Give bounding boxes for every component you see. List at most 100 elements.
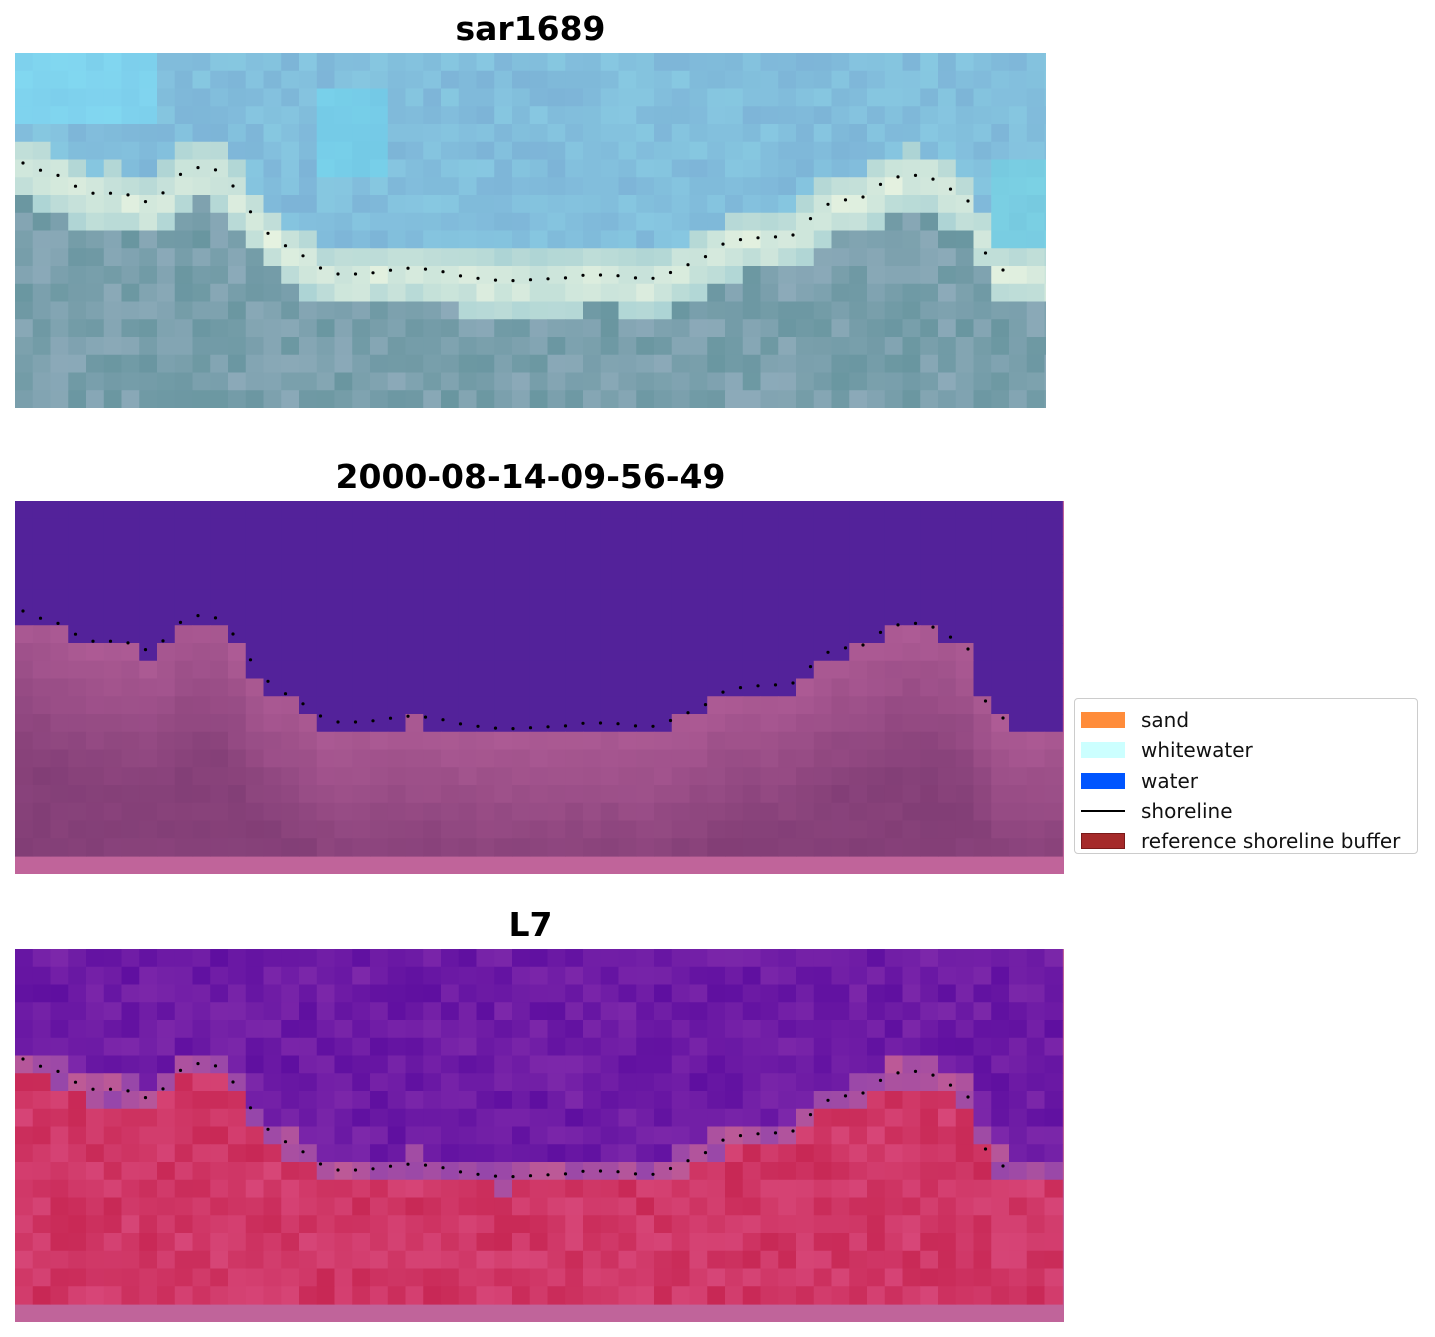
- pixel: [121, 319, 140, 338]
- class-pixel: [494, 572, 513, 591]
- class-pixel: [991, 767, 1010, 786]
- pixel: [938, 212, 957, 232]
- index-pixel: [813, 1286, 833, 1305]
- index-pixel: [387, 1073, 407, 1092]
- pixel: [405, 266, 424, 285]
- index-pixel: [192, 1002, 211, 1021]
- pixel: [973, 195, 992, 214]
- class-pixel: [476, 536, 495, 555]
- class-pixel: [139, 767, 158, 786]
- class-pixel: [689, 589, 708, 609]
- pixel: [370, 230, 389, 249]
- pixel: [991, 372, 1010, 391]
- index-pixel: [689, 1162, 708, 1181]
- pixel: [299, 337, 318, 356]
- class-pixel: [387, 536, 407, 555]
- class-pixel: [68, 678, 87, 697]
- class-pixel: [281, 767, 300, 786]
- pixel: [867, 212, 886, 232]
- index-pixel: [441, 1002, 460, 1021]
- index-pixel: [725, 1197, 744, 1216]
- index-pixel: [884, 1091, 904, 1110]
- index-pixel: [600, 1002, 620, 1021]
- index-pixel: [547, 1197, 566, 1216]
- pixel: [299, 248, 318, 267]
- pixel: [210, 354, 229, 374]
- pixel: [157, 141, 176, 161]
- index-pixel: [831, 1268, 850, 1287]
- index-pixel: [352, 1037, 371, 1057]
- shoreline-point: [563, 276, 568, 280]
- class-pixel: [245, 767, 265, 786]
- pixel: [512, 212, 531, 232]
- class-pixel: [281, 660, 300, 680]
- class-pixel: [423, 607, 442, 626]
- class-pixel: [157, 660, 176, 680]
- index-pixel: [831, 1002, 850, 1021]
- pixel: [636, 212, 655, 232]
- class-pixel: [157, 714, 176, 733]
- index-pixel: [742, 1002, 762, 1021]
- pixel: [103, 337, 123, 356]
- class-pixel: [636, 518, 655, 538]
- pixel: [228, 195, 247, 214]
- pixel: [547, 354, 566, 374]
- pixel: [334, 390, 353, 408]
- class-pixel: [636, 785, 655, 804]
- index-pixel: [1026, 949, 1046, 968]
- index-pixel: [50, 1037, 69, 1057]
- index-pixel: [334, 1073, 353, 1092]
- index-pixel: [991, 1268, 1010, 1287]
- pixel: [671, 53, 691, 72]
- class-pixel: [902, 572, 921, 591]
- shoreline-point: [493, 726, 498, 730]
- pixel: [423, 283, 442, 303]
- pixel: [760, 319, 779, 338]
- class-pixel: [742, 643, 762, 662]
- class-pixel: [973, 749, 992, 768]
- shoreline-point: [668, 270, 673, 275]
- index-pixel: [387, 1162, 407, 1181]
- pixel: [210, 301, 229, 320]
- class-pixel: [281, 518, 300, 538]
- pixel: [192, 70, 211, 90]
- index-pixel: [867, 1055, 886, 1074]
- class-pixel: [920, 589, 939, 609]
- index-pixel: [707, 1091, 726, 1110]
- pixel: [813, 372, 833, 391]
- index-pixel: [157, 1055, 176, 1074]
- pixel: [796, 159, 815, 178]
- index-pixel: [813, 1233, 833, 1252]
- pixel: [245, 337, 265, 356]
- index-pixel: [245, 1162, 265, 1181]
- pixel: [423, 177, 442, 196]
- index-pixel: [68, 984, 87, 1003]
- index-pixel: [1009, 1108, 1028, 1128]
- shoreline-point: [248, 1106, 253, 1110]
- class-pixel: [245, 589, 265, 609]
- class-pixel: [689, 501, 708, 520]
- class-pixel: [600, 802, 620, 822]
- pixel: [583, 53, 602, 72]
- index-pixel: [263, 1073, 282, 1092]
- class-pixel: [494, 536, 513, 555]
- pixel: [618, 195, 637, 214]
- index-pixel: [192, 1037, 211, 1057]
- pixel: [778, 372, 797, 391]
- pixel: [725, 337, 744, 356]
- pixel: [423, 354, 442, 374]
- class-pixel: [813, 501, 833, 520]
- class-pixel: [1044, 696, 1063, 715]
- shoreline-point: [283, 1140, 288, 1144]
- class-pixel: [245, 643, 265, 662]
- pixel: [192, 230, 211, 249]
- index-pixel: [157, 1037, 176, 1057]
- index-pixel: [902, 966, 921, 986]
- index-pixel: [583, 1108, 602, 1128]
- pixel: [32, 372, 52, 391]
- pixel: [849, 141, 868, 161]
- class-pixel: [210, 625, 229, 644]
- class-pixel: [86, 802, 105, 822]
- index-pixel: [813, 1268, 833, 1287]
- class-pixel: [245, 607, 265, 626]
